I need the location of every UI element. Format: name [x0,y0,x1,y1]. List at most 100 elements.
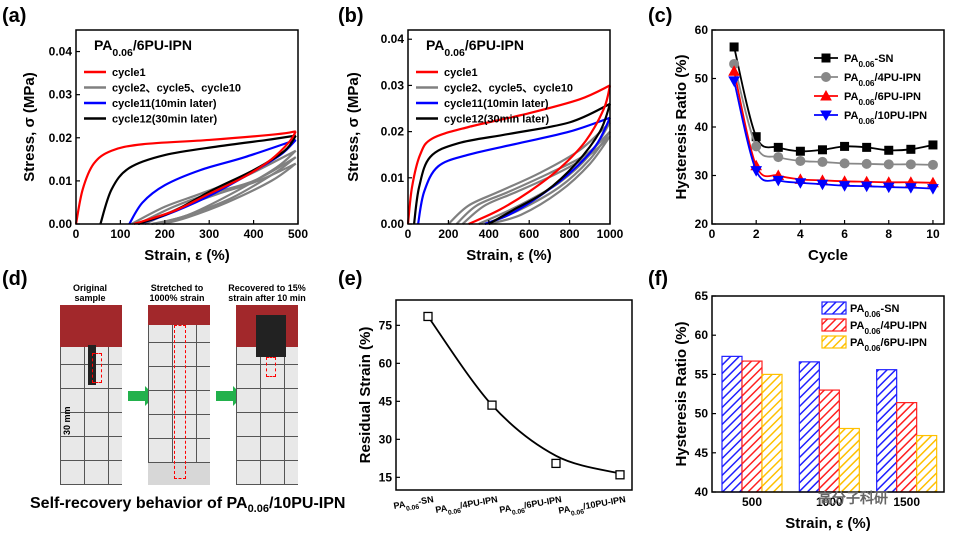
series-cycle5-unload [155,156,297,226]
data-point [862,142,872,152]
scale-label: 30 mm [62,406,72,435]
data-point [928,140,938,150]
photo-title: Self-recovery behavior of PA0.06/10PU-IP… [30,495,345,515]
x-tick-label: 0 [405,227,412,241]
photo-stretched-sample [148,305,210,485]
y-tick-label: 0.00 [381,217,405,231]
self-recovery-photo: 30 mm [60,305,298,485]
legend-label: PA0.06-SN [850,303,900,319]
legend-marker [820,110,832,122]
data-point [840,141,850,151]
data-point [861,158,872,169]
y-axis-title: Hysteresis Ratio (%) [673,321,690,466]
series-cycle5-load [455,130,611,225]
series-cycle11-load [128,138,297,225]
legend-marker [821,53,831,63]
bar [818,389,840,493]
chart-title: PA0.06/6PU-IPN [426,37,524,59]
x-axis-title: Strain, ε (%) [144,247,229,264]
x-tick-label: 500 [288,227,308,241]
x-tick-label: 10 [926,227,940,241]
chart-stress-strain-500: 0.00 0.01 0.02 0.03 0.04 0 100 200 300 400 500 Stra… [21,29,308,264]
series-cycle10-unload [488,135,611,226]
series-line [733,80,933,190]
bar [838,427,860,493]
legend-label: PA0.06/10PU-IPN [844,110,927,126]
photo-original-sample: 30 mm [60,305,122,485]
panel-label-f: (f) [648,268,668,290]
data-point [772,175,785,187]
y-tick-label: 75 [379,318,393,332]
x-tick-label: 400 [479,227,499,241]
series-cycle11-load [417,116,611,225]
x-tick-label: PA0.06/6PU-IPN [499,494,563,518]
y-tick-label: 30 [695,169,709,183]
y-axis-title: Residual Strain (%) [357,327,374,464]
photo-title-text: Self-recovery behavior of PA0.06/10PU-IP… [30,495,346,516]
legend-label: cycle1 [444,67,478,79]
y-tick-label: 30 [379,432,393,446]
legend-label: cycle1 [112,67,146,79]
x-axis-title: Strain, ε (%) [785,515,870,532]
legend-label: PA0.06-SN [844,53,894,69]
data-point [487,400,497,410]
panel-label-d: (d) [2,268,28,290]
fit-curve [427,315,621,475]
bar [721,355,743,493]
y-tick-label: 60 [379,356,393,370]
x-tick-label: PA0.06/10PU-IPN [558,494,627,519]
y-tick-label: 40 [695,120,709,134]
x-tick-label: 0 [73,227,80,241]
arrow-icon [128,386,155,406]
data-point [817,145,827,155]
x-tick-label: 6 [841,227,848,241]
y-tick-label: 0.01 [381,171,405,185]
y-tick-label: 60 [695,23,709,37]
x-tick-label: 1000 [816,495,843,509]
legend-marker [820,89,832,101]
y-tick-label: 40 [695,485,709,499]
x-tick-label: 600 [519,227,539,241]
x-tick-label: 200 [155,227,175,241]
axes-frame [711,295,945,493]
data-point [728,76,740,87]
y-tick-label: 15 [379,470,393,484]
bar [896,402,918,493]
legend-label: cycle11(10min later) [444,98,549,110]
panel-label-b: (b) [338,5,364,27]
legend-swatch [821,301,847,315]
watermark: 高分子科研 [818,490,888,506]
legend-label: cycle12(30min later) [444,114,550,126]
y-axis-title: Stress, σ (MPa) [345,72,362,181]
data-point [860,181,873,193]
bar [916,434,938,493]
x-tick-label: 500 [742,495,762,509]
series-line [733,63,933,166]
series-cycle10-unload [162,162,297,226]
y-tick-label: 20 [695,217,709,231]
data-point [795,155,806,166]
caption-recovered: Recovered to 15% strain after 10 min [228,283,306,303]
x-tick-label: PA0.06/4PU-IPN [435,494,499,518]
axes-frame [407,29,611,225]
data-point [839,158,850,169]
series-cycle2-load [447,121,611,225]
panel-label-a: (a) [2,5,26,27]
legend-label: cycle12(30min later) [112,114,218,126]
data-point [729,42,739,52]
x-tick-label: 4 [797,227,804,241]
data-point [884,145,894,155]
x-axis-title: Cycle [808,247,848,264]
data-point [795,146,805,156]
series-cycle12-load [412,102,611,225]
series-cycle1-unload [133,130,297,226]
axes-frame [75,29,299,225]
y-tick-label: 50 [695,407,709,421]
legend-label: cycle2、cycle5、cycle10 [444,83,573,95]
series-cycle1-load [74,130,296,225]
bar [741,360,763,493]
legend-label: PA0.06/4PU-IPN [850,320,927,336]
legend-label: cycle11(10min later) [112,98,217,110]
y-tick-label: 0.02 [381,125,405,139]
